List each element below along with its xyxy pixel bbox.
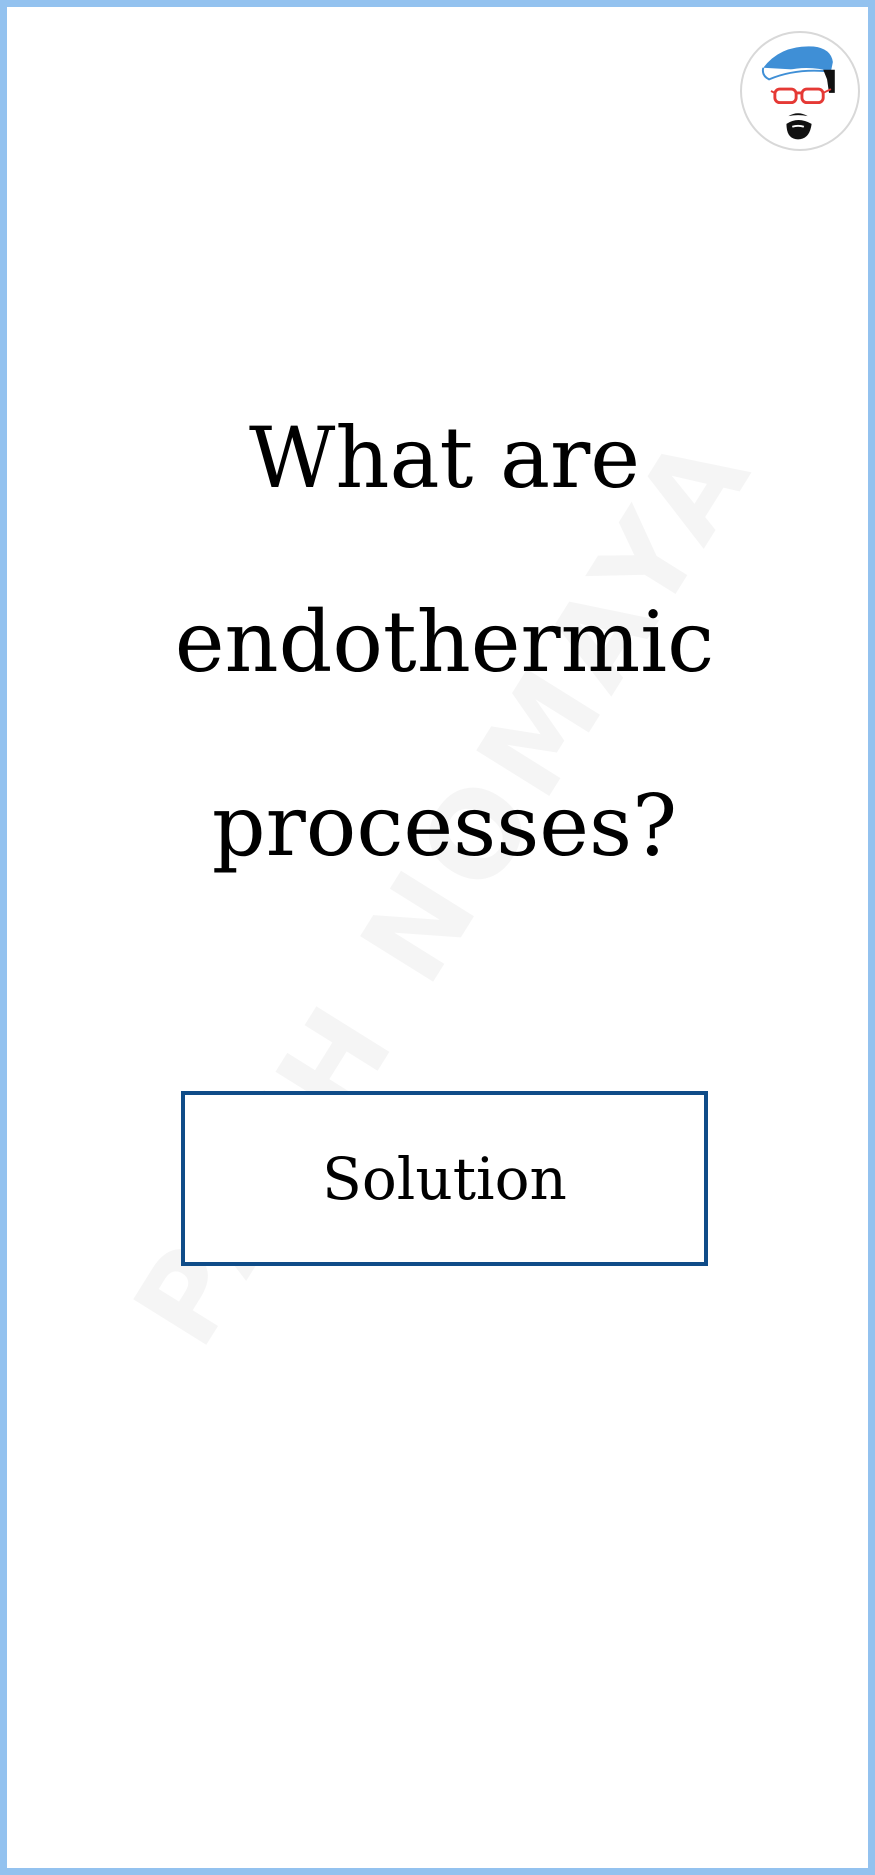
- question-text: What are endothermic processes?: [97, 366, 792, 918]
- question-line: endothermic: [174, 593, 715, 691]
- question-line: What are: [249, 409, 640, 507]
- question-line: processes?: [211, 777, 678, 875]
- solution-button-label: Solution: [322, 1144, 567, 1213]
- avatar: [740, 31, 860, 151]
- cartoon-avatar-icon: [761, 46, 835, 140]
- solution-button[interactable]: Solution: [181, 1091, 708, 1266]
